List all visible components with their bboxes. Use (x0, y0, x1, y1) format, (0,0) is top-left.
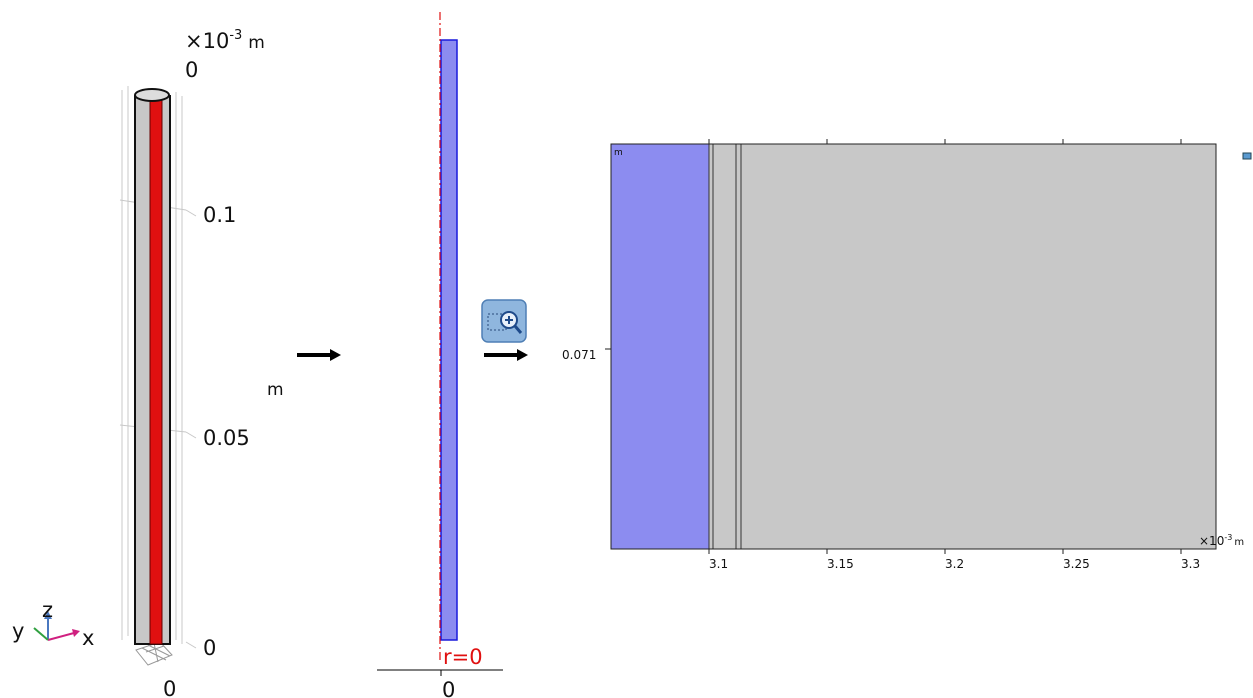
corner-icon (1243, 153, 1251, 159)
x-tick-label: 3.1 (709, 557, 728, 571)
domain-blue (611, 144, 709, 549)
scale-prefix: ×10 (185, 29, 229, 53)
axis-z: z (42, 598, 53, 622)
z-tick-label: 0 (203, 636, 216, 660)
x-tick-label: 3.2 (945, 557, 964, 571)
bottom-label: 0 (442, 678, 455, 698)
y-tick-label: 0.071 (562, 348, 596, 362)
panel-3d: ×10-3 m 0 0.1 0.05 0 m 0 z y x (12, 28, 284, 698)
cylinder-top (135, 89, 169, 101)
scale-exponent: -3 (1224, 533, 1232, 542)
arrow (297, 349, 341, 361)
x-tick-label: 3.25 (1063, 557, 1090, 571)
domain-gray (709, 144, 1216, 549)
arrow (484, 349, 528, 361)
axis-label: r=0 (443, 645, 483, 669)
scale-exponent: -3 (229, 28, 242, 43)
bottom-label: 0 (163, 677, 176, 698)
scale-prefix: ×10 (1199, 534, 1224, 548)
scale-unit: m (1234, 537, 1244, 548)
page: ×10-3m 0 0.1 0.05 0 m 0 z y x r= (0, 0, 1253, 698)
scale-unit: m (248, 33, 265, 53)
top-label: 0 (185, 58, 198, 82)
axis-y: y (12, 619, 24, 643)
z-tick-label: 0.05 (203, 426, 250, 450)
axis-x: x (82, 626, 94, 650)
zoom-box-button[interactable] (482, 300, 526, 342)
z-unit: m (267, 380, 284, 400)
x-tick-label: 3.3 (1181, 557, 1200, 571)
x-tick-label: 3.15 (827, 557, 854, 571)
screenshot: ×10-3m 0 0.1 0.05 0 m 0 z y x r= (0, 0, 1253, 698)
red-layer (150, 100, 162, 644)
unit-label: m (614, 148, 623, 158)
z-tick-label: 0.1 (203, 203, 236, 227)
axis-triad: z y x (12, 598, 94, 650)
domain (441, 40, 457, 640)
scale-factor: ×10-3 m (185, 28, 265, 53)
